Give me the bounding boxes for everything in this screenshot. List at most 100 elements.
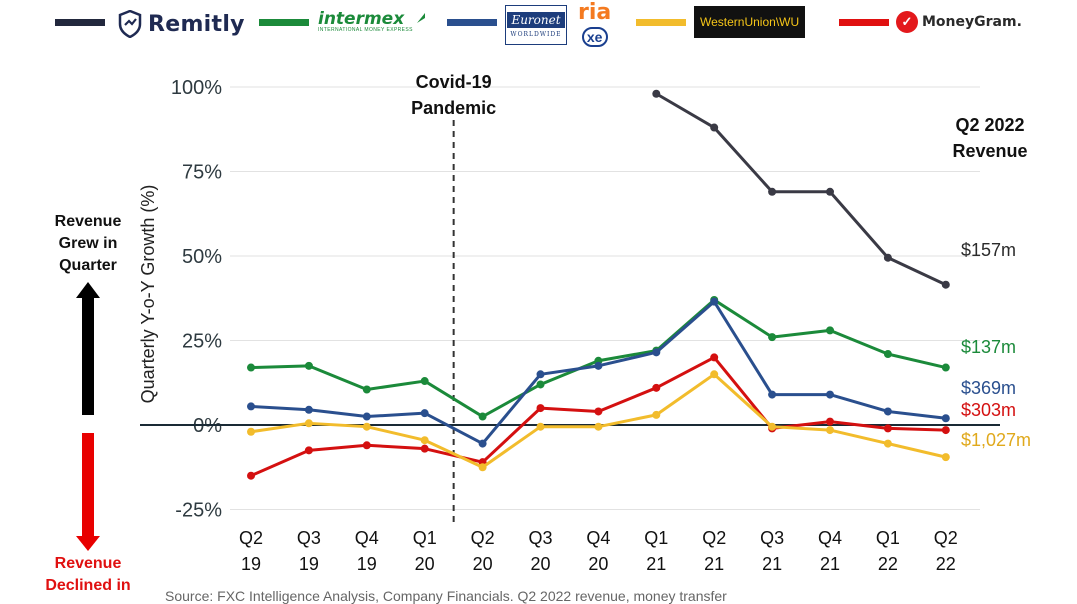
x-tick-label: Q1	[644, 528, 668, 548]
series-end-label: $1,027m	[961, 430, 1031, 450]
xe-logo: xe	[581, 27, 608, 47]
series-line	[250, 372, 947, 469]
x-tick-label: Q4	[818, 528, 842, 548]
up-arrow-shaft	[82, 296, 94, 415]
data-point	[768, 422, 777, 431]
data-point	[826, 426, 834, 435]
data-point	[304, 361, 313, 370]
revenue-grew-text: Revenue Grew in Quarter	[54, 213, 122, 274]
data-point	[652, 89, 661, 98]
x-tick-label: Q4	[355, 528, 379, 548]
data-point	[362, 422, 371, 431]
intermex-logo-subtext: INTERNATIONAL MONEY EXPRESS	[318, 27, 413, 33]
data-point	[594, 422, 603, 431]
data-point	[883, 424, 892, 433]
x-tick-label: 22	[936, 554, 956, 574]
data-point	[768, 187, 777, 196]
data-point	[710, 123, 719, 132]
intermex-logo-text: intermex	[318, 9, 405, 29]
series-end-label: $369m	[961, 378, 1016, 398]
x-tick-label: Q2	[471, 528, 495, 548]
legend-westernunion-line	[636, 19, 686, 26]
x-tick-label: 21	[762, 554, 782, 574]
westernunion-logo: WesternUnion\WU	[694, 6, 806, 38]
data-point	[247, 402, 255, 411]
y-tick-label: 50%	[182, 246, 222, 268]
data-point	[652, 383, 661, 392]
x-tick-label: Q3	[528, 528, 552, 548]
data-point	[768, 390, 777, 399]
ria-logo-text: ria	[578, 0, 612, 25]
data-point	[420, 377, 429, 386]
data-point	[362, 441, 371, 450]
x-tick-label: Q1	[413, 528, 437, 548]
data-point	[304, 446, 313, 455]
x-tick-label: 19	[241, 554, 261, 574]
ria-xe-logo: ria xe	[578, 2, 611, 47]
x-tick-label: 20	[473, 554, 493, 574]
legend-remitly-line	[55, 19, 105, 26]
euronet-logo-text: Euronet	[507, 12, 565, 28]
y-tick-label: 25%	[182, 331, 222, 353]
data-point	[826, 390, 834, 399]
series-end-label: $303m	[961, 400, 1016, 420]
revenue-grew-label: Revenue Grew in Quarter	[38, 211, 138, 277]
x-tick-label: Q2	[934, 528, 958, 548]
x-tick-label: 19	[357, 554, 377, 574]
covid-annotation: Covid-19 Pandemic	[411, 72, 496, 118]
data-point	[883, 350, 892, 359]
data-point	[826, 326, 834, 335]
data-point	[362, 385, 371, 394]
data-point	[420, 444, 429, 453]
revenue-declined-text: Revenue Declined in	[45, 555, 131, 594]
x-tick-label: 20	[415, 554, 435, 574]
data-point	[536, 404, 545, 413]
up-arrow-head	[76, 282, 100, 298]
x-tick-label: Q2	[239, 528, 263, 548]
remitly-logo: Remitly	[118, 10, 245, 38]
data-point	[536, 422, 545, 431]
data-point	[247, 363, 255, 372]
source-footer: Source: FXC Intelligence Analysis, Compa…	[165, 588, 727, 604]
data-point	[304, 419, 313, 428]
revenue-declined-label: Revenue Declined in	[38, 553, 138, 597]
y-tick-label: 100%	[171, 77, 222, 99]
remitly-logo-text: Remitly	[148, 11, 245, 37]
data-point	[768, 333, 777, 342]
data-point	[247, 471, 255, 480]
x-tick-label: 20	[530, 554, 550, 574]
series-end-label: $137m	[961, 337, 1016, 357]
x-tick-label: Q3	[297, 528, 321, 548]
data-point	[941, 280, 950, 289]
data-point	[478, 439, 487, 448]
data-point	[478, 463, 487, 472]
down-arrow-head	[76, 536, 100, 551]
y-tick-label: -25%	[175, 500, 222, 522]
data-point	[941, 363, 950, 372]
direction-arrows	[76, 282, 100, 551]
q2-2022-revenue-header: Q2 2022 Revenue	[952, 115, 1027, 161]
data-point	[941, 426, 950, 435]
data-point	[883, 253, 892, 262]
intermex-logo: intermex INTERNATIONAL MONEY EXPRESS	[318, 11, 427, 33]
data-point	[826, 417, 834, 426]
x-tick-label: Q3	[760, 528, 784, 548]
data-point	[941, 453, 950, 462]
legend-euronet-line	[447, 19, 497, 26]
x-tick-label: 19	[299, 554, 319, 574]
data-point	[594, 407, 603, 416]
data-point	[362, 412, 371, 421]
data-point	[652, 410, 661, 419]
x-tick-label: 21	[820, 554, 840, 574]
data-point	[710, 370, 719, 379]
series-line	[655, 92, 947, 287]
y-tick-label: 75%	[182, 162, 222, 184]
data-point	[652, 348, 661, 357]
x-tick-label: 20	[588, 554, 608, 574]
moneygram-logo: ✓ MoneyGram.	[896, 11, 1022, 33]
data-point	[883, 407, 892, 416]
x-tick-label: Q1	[876, 528, 900, 548]
euronet-logo-subtext: WORLDWIDE	[510, 31, 562, 38]
x-tick-label: 21	[704, 554, 724, 574]
